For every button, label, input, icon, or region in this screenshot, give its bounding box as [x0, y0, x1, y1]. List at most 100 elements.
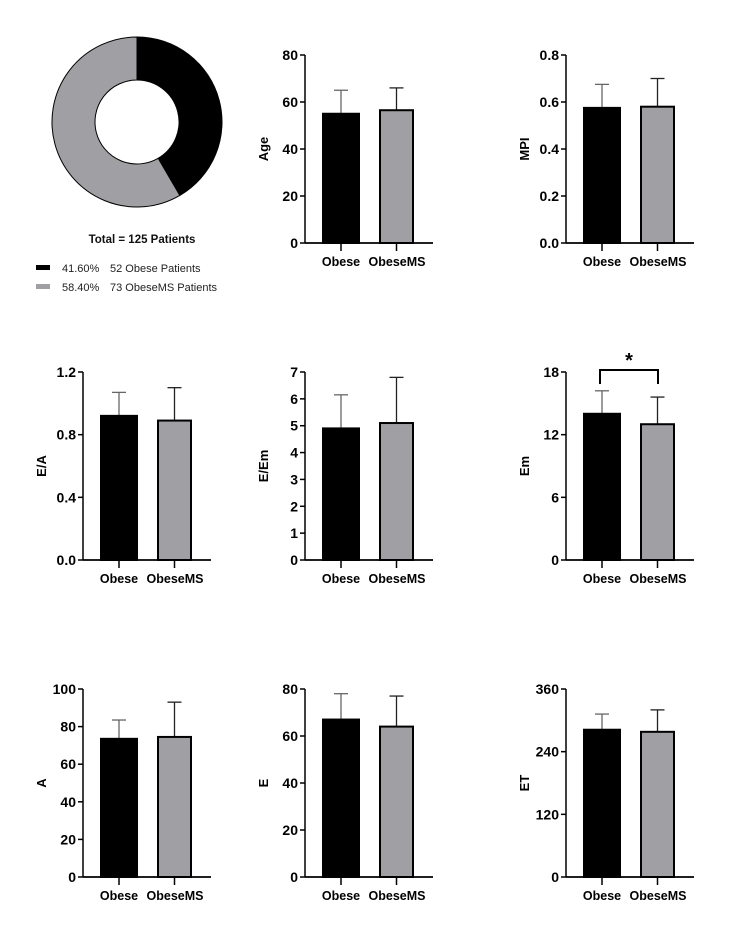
y-tick-label: 18	[543, 364, 559, 380]
x-tick-label: ObeseMS	[147, 572, 204, 586]
y-tick-label: 20	[60, 831, 76, 847]
y-tick-label: 0	[551, 552, 559, 568]
bar-panel-e-em: E/Em 0 1 2 3 4 5 6 7 Obese ObeseMS	[256, 364, 433, 586]
x-tick-label: ObeseMS	[630, 255, 687, 269]
x-tick-label: ObeseMS	[369, 889, 426, 903]
y-tick-label: 360	[536, 681, 560, 697]
bar-obese	[322, 112, 360, 244]
y-tick-label: 12	[543, 427, 559, 443]
y-tick-label: 60	[282, 94, 298, 110]
bar-panel-et: ET 0 120 240 360 Obese ObeseMS	[517, 681, 694, 903]
legend-swatch-obesems	[36, 284, 50, 289]
bar-obesems	[640, 105, 675, 244]
y-axis-label: MPI	[517, 137, 532, 160]
bar-panel-age: Age 0 20 40 60 80 Obese ObeseMS	[256, 47, 433, 269]
x-tick-label: ObeseMS	[369, 572, 426, 586]
y-axis-label: A	[34, 778, 49, 788]
y-axis-label: E/A	[34, 455, 49, 477]
y-tick-label: 0	[551, 869, 559, 885]
x-tick-label: ObeseMS	[147, 889, 204, 903]
bar-obese	[583, 106, 621, 244]
y-tick-label: 100	[53, 681, 77, 697]
significance-bracket	[599, 369, 659, 384]
y-tick-label: 0.0	[57, 552, 77, 568]
y-tick-label: 0	[290, 869, 298, 885]
y-tick-label: 20	[282, 822, 298, 838]
bar-panel-a: A 0 20 40 60 80 100 Obese ObeseMS	[34, 681, 211, 903]
bar-obesems	[379, 422, 414, 561]
x-tick-label: Obese	[583, 889, 621, 903]
y-tick-label: 1	[290, 525, 298, 541]
y-axis-label: ET	[517, 775, 532, 792]
bar-panel-mpi: MPI 0.0 0.2 0.4 0.6 0.8 Obese ObeseMS	[517, 47, 694, 269]
y-tick-label: 0.8	[57, 427, 77, 443]
y-tick-label: 6	[551, 489, 559, 505]
pie-slice-obese	[136, 36, 223, 197]
y-tick-label: 1.2	[57, 364, 77, 380]
bar-obese	[100, 737, 138, 878]
y-tick-label: 120	[536, 806, 560, 822]
bar-obese	[583, 412, 621, 561]
y-tick-label: 0	[68, 869, 76, 885]
legend-swatch-obese	[36, 265, 50, 270]
y-tick-label: 2	[290, 498, 298, 514]
y-tick-label: 0.4	[57, 489, 77, 505]
x-tick-label: ObeseMS	[630, 572, 687, 586]
y-tick-label: 40	[282, 141, 298, 157]
pie-slice-obesems	[51, 36, 181, 208]
bar-obese	[322, 718, 360, 878]
bar-obese	[100, 414, 138, 561]
y-tick-label: 6	[290, 391, 298, 407]
y-tick-label: 60	[60, 756, 76, 772]
bar-obesems	[640, 730, 675, 878]
y-tick-label: 40	[60, 794, 76, 810]
bar-panel-e: E 0 20 40 60 80 Obese ObeseMS	[256, 681, 433, 903]
y-tick-label: 40	[282, 775, 298, 791]
x-tick-label: Obese	[100, 572, 138, 586]
y-tick-label: 4	[290, 445, 298, 461]
y-tick-label: 0.8	[540, 47, 560, 63]
significance-marker: *	[625, 350, 633, 372]
y-tick-label: 3	[290, 471, 298, 487]
x-tick-label: Obese	[583, 572, 621, 586]
y-tick-label: 0	[290, 552, 298, 568]
pie-total-label: Total = 125 Patients	[89, 234, 196, 246]
legend-label-obese: 52 Obese Patients	[110, 263, 201, 275]
y-tick-label: 0.4	[540, 141, 560, 157]
y-tick-label: 80	[282, 681, 298, 697]
y-tick-label: 0.0	[540, 235, 560, 251]
x-tick-label: Obese	[322, 889, 360, 903]
x-tick-label: ObeseMS	[369, 255, 426, 269]
y-tick-label: 0.2	[540, 188, 560, 204]
y-tick-label: 0.6	[540, 94, 560, 110]
x-tick-label: Obese	[100, 889, 138, 903]
legend-percent-obese: 41.60%	[62, 263, 100, 275]
bar-panel-e-a: E/A 0.0 0.4 0.8 1.2 Obese ObeseMS	[34, 364, 211, 586]
bar-obesems	[157, 419, 192, 562]
x-tick-label: ObeseMS	[630, 889, 687, 903]
y-tick-label: 0	[290, 235, 298, 251]
bar-obesems	[157, 735, 192, 878]
x-tick-label: Obese	[322, 572, 360, 586]
y-tick-label: 5	[290, 418, 298, 434]
legend-label-obesems: 73 ObeseMS Patients	[110, 282, 218, 294]
x-tick-label: Obese	[322, 255, 360, 269]
y-axis-label: E	[256, 778, 271, 787]
bar-obesems	[640, 423, 675, 561]
bar-panel-em: Em 0 6 12 18 Obese ObeseMS *	[517, 350, 694, 586]
y-tick-label: 60	[282, 728, 298, 744]
legend-percent-obesems: 58.40%	[62, 282, 100, 294]
y-tick-label: 80	[60, 719, 76, 735]
pie-legend: 41.60% 52 Obese Patients 58.40% 73 Obese…	[36, 263, 218, 294]
x-tick-label: Obese	[583, 255, 621, 269]
y-tick-label: 240	[536, 744, 560, 760]
bar-obesems	[379, 725, 414, 878]
bar-obese	[322, 427, 360, 561]
y-tick-label: 80	[282, 47, 298, 63]
y-axis-label: E/Em	[256, 450, 271, 483]
y-tick-label: 7	[290, 364, 298, 380]
bar-obesems	[379, 109, 414, 244]
